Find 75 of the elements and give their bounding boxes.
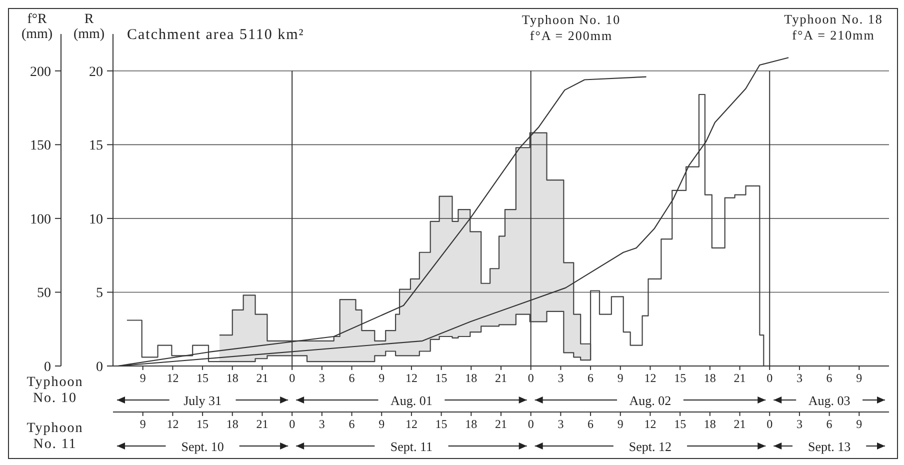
x2-tick-label: 21 <box>495 417 507 431</box>
text: July 31 <box>184 393 222 408</box>
x-tick-label: 3 <box>318 371 325 385</box>
x2-tick-label: 6 <box>826 417 832 431</box>
text: Sept. 11 <box>390 439 433 454</box>
x-tick-label: 21 <box>495 371 507 385</box>
x2-tick-label: 9 <box>856 417 862 431</box>
x2-tick-label: 15 <box>196 417 209 431</box>
text: Sept. 10 <box>181 439 224 454</box>
x-tick-label: 9 <box>617 371 624 385</box>
x-tick-label: 18 <box>465 371 478 385</box>
text: Aug. 03 <box>808 393 850 408</box>
x-axis-title: Typhoon No. 10 <box>26 375 84 406</box>
text: Aug. 01 <box>390 393 432 408</box>
y-tick-label: 10 <box>89 212 103 228</box>
x2-tick-label: 3 <box>558 417 564 431</box>
text: Aug. 02 <box>629 393 672 408</box>
x-tick-label: 12 <box>405 371 418 385</box>
x2-tick-label: 3 <box>318 417 325 431</box>
annotation: Catchment area 5110 km² <box>127 27 304 43</box>
x2-tick-label: 12 <box>166 417 179 431</box>
text: Sept. 13 <box>808 439 851 454</box>
x-tick-label: 3 <box>796 371 802 385</box>
x-tick-label: 9 <box>140 371 146 385</box>
x-tick-label: 15 <box>196 371 209 385</box>
x-tick-label: 3 <box>558 371 564 385</box>
x2-tick-label: 6 <box>348 417 355 431</box>
x-tick-label: 0 <box>766 371 773 385</box>
x2-tick-label: 9 <box>140 417 146 431</box>
x2-axis-title: Typhoon No. 11 <box>26 421 84 452</box>
x-tick-label: 18 <box>704 371 716 385</box>
y2-tick-label: 150 <box>30 138 51 154</box>
x2-tick-label: 9 <box>617 417 624 431</box>
x-tick-label: 12 <box>644 371 656 385</box>
text: Sept. 12 <box>628 439 672 454</box>
x2-tick-label: 12 <box>405 417 418 431</box>
x2-tick-label: 18 <box>465 417 478 431</box>
x2-tick-label: 9 <box>378 417 385 431</box>
x-tick-label: 9 <box>378 371 385 385</box>
y2-tick-label: 100 <box>30 212 51 228</box>
x-tick-label: 15 <box>435 371 448 385</box>
x2-tick-label: 12 <box>644 417 656 431</box>
x2-tick-label: 0 <box>289 417 296 431</box>
y-tick-label: 20 <box>89 64 103 80</box>
y-tick-label: 0 <box>96 360 103 375</box>
x2-tick-label: 3 <box>796 417 802 431</box>
x-tick-label: 15 <box>674 371 686 385</box>
x2-tick-label: 15 <box>674 417 686 431</box>
x2-tick-label: 18 <box>226 417 238 431</box>
x-tick-label: 9 <box>856 371 862 385</box>
y-tick-label: 5 <box>96 286 103 302</box>
y2-tick-label: 0 <box>44 360 51 375</box>
x-tick-label: 6 <box>588 371 594 385</box>
x-tick-label: 0 <box>528 371 534 385</box>
x2-tick-label: 21 <box>734 417 746 431</box>
x-tick-label: 21 <box>734 371 746 385</box>
x-tick-label: 21 <box>256 371 268 385</box>
x2-tick-label: 6 <box>588 417 594 431</box>
x-tick-label: 0 <box>289 371 296 385</box>
y-axis-title: R (mm) <box>73 12 105 42</box>
x2-tick-label: 15 <box>435 417 448 431</box>
x2-tick-label: 0 <box>766 417 773 431</box>
x-tick-label: 6 <box>348 371 355 385</box>
x-tick-label: 18 <box>226 371 238 385</box>
annotation: Typhoon No. 18 f°A = 210mm <box>784 12 883 43</box>
annotation: Typhoon No. 10 f°A = 200mm <box>522 12 621 43</box>
x-tick-label: 6 <box>826 371 832 385</box>
y2-tick-label: 50 <box>37 286 51 302</box>
y2-tick-label: 200 <box>30 64 51 80</box>
y-tick-label: 15 <box>89 138 103 154</box>
y2-axis-title: f°R (mm) <box>21 12 53 42</box>
x2-tick-label: 18 <box>704 417 716 431</box>
x-tick-label: 12 <box>166 371 179 385</box>
x2-tick-label: 0 <box>528 417 534 431</box>
x2-tick-label: 21 <box>256 417 268 431</box>
